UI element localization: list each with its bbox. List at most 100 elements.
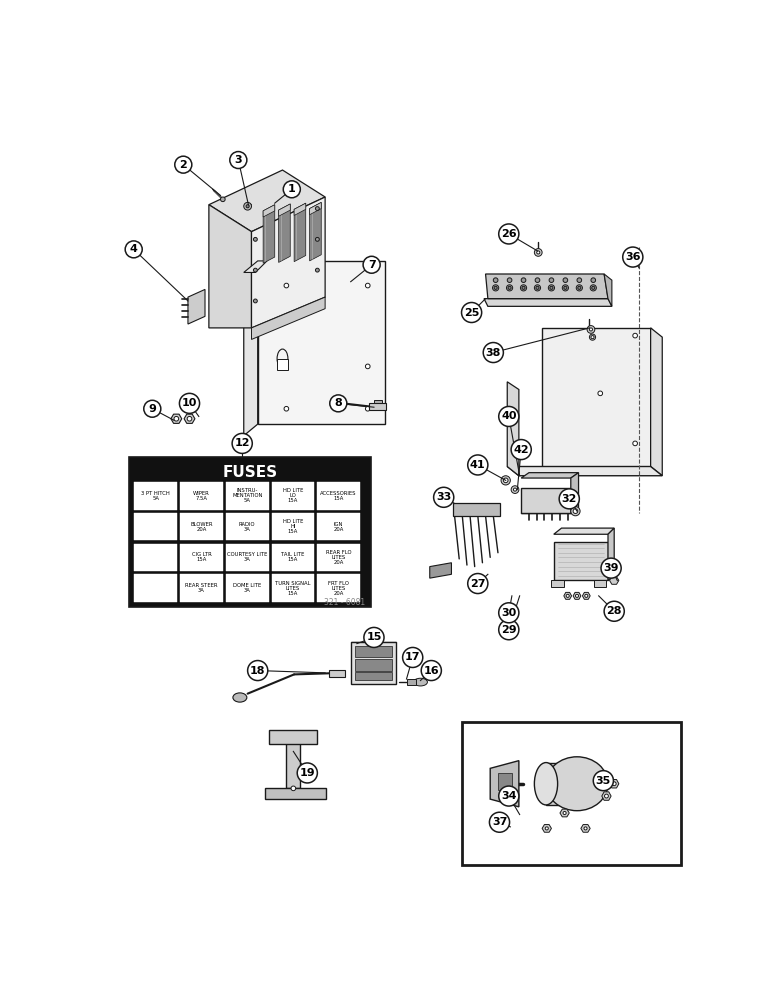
Text: 33: 33 [436, 492, 452, 502]
Text: 30: 30 [501, 608, 516, 618]
Circle shape [591, 286, 594, 289]
Text: 10: 10 [182, 398, 197, 408]
Text: 36: 36 [625, 252, 641, 262]
Circle shape [537, 251, 540, 254]
Circle shape [364, 627, 384, 647]
Bar [462, 722, 681, 865]
Circle shape [520, 285, 527, 291]
Circle shape [577, 286, 581, 289]
Circle shape [575, 594, 578, 597]
Text: 19: 19 [300, 768, 315, 778]
Text: 9: 9 [148, 404, 156, 414]
Text: REAR FLO
LITES
20A: REAR FLO LITES 20A [326, 550, 351, 565]
Circle shape [563, 278, 567, 282]
Text: FRT FLO
LITES
20A: FRT FLO LITES 20A [328, 581, 349, 596]
Circle shape [494, 286, 497, 289]
Text: 25: 25 [464, 308, 479, 318]
Polygon shape [610, 780, 619, 788]
Polygon shape [171, 414, 181, 423]
Bar [272, 544, 314, 571]
Circle shape [589, 328, 592, 331]
Text: 35: 35 [596, 776, 611, 786]
Bar [134, 544, 177, 571]
Text: 41: 41 [470, 460, 486, 470]
Circle shape [283, 181, 300, 198]
Circle shape [468, 455, 488, 475]
Bar [272, 513, 314, 540]
Text: COURTESY LITE
3A: COURTESY LITE 3A [227, 552, 267, 562]
Polygon shape [564, 592, 571, 599]
Circle shape [253, 268, 257, 272]
Bar [546, 763, 577, 805]
Circle shape [174, 156, 191, 173]
Circle shape [365, 406, 370, 411]
Circle shape [244, 202, 252, 210]
Bar [374, 400, 381, 403]
Circle shape [573, 509, 577, 513]
Text: IGN
20A: IGN 20A [334, 522, 344, 532]
Bar [354, 672, 391, 680]
Circle shape [571, 507, 580, 516]
Text: 321 - 6081: 321 - 6081 [323, 598, 364, 607]
Circle shape [291, 786, 296, 791]
Polygon shape [252, 297, 325, 339]
Circle shape [174, 416, 178, 421]
Polygon shape [610, 577, 619, 584]
Circle shape [253, 299, 257, 303]
Circle shape [284, 283, 289, 288]
Text: BLOWER
20A: BLOWER 20A [190, 522, 213, 532]
Bar [329, 670, 344, 677]
Text: DOME LITE
3A: DOME LITE 3A [233, 583, 262, 593]
Circle shape [462, 302, 482, 323]
Bar [134, 513, 177, 540]
Bar [551, 580, 564, 587]
Bar [498, 773, 512, 790]
Text: HD LITE
HI
15A: HD LITE HI 15A [283, 519, 303, 534]
Circle shape [562, 285, 568, 291]
Polygon shape [602, 792, 611, 800]
Bar [180, 513, 223, 540]
Ellipse shape [233, 693, 247, 702]
Text: 2: 2 [179, 160, 187, 170]
Text: 16: 16 [424, 666, 439, 676]
Circle shape [522, 286, 525, 289]
Polygon shape [188, 289, 205, 324]
Circle shape [612, 782, 616, 786]
Polygon shape [581, 825, 590, 832]
Circle shape [587, 326, 594, 333]
Circle shape [422, 661, 442, 681]
Circle shape [187, 416, 191, 421]
Bar [266, 788, 326, 799]
Bar [180, 574, 223, 602]
Circle shape [584, 594, 587, 597]
Text: RADIO
3A: RADIO 3A [239, 522, 256, 532]
Bar [286, 734, 300, 788]
Text: 8: 8 [334, 398, 342, 408]
Polygon shape [244, 261, 267, 272]
Text: TURN SIGNAL
LITES
15A: TURN SIGNAL LITES 15A [275, 581, 310, 596]
Polygon shape [560, 809, 569, 817]
Circle shape [403, 647, 423, 667]
Polygon shape [279, 204, 290, 262]
Polygon shape [430, 563, 452, 578]
Circle shape [330, 395, 347, 412]
Circle shape [365, 364, 370, 369]
Bar [317, 544, 360, 571]
Polygon shape [521, 473, 578, 478]
Circle shape [316, 268, 320, 272]
Text: 38: 38 [486, 348, 501, 358]
Circle shape [316, 207, 320, 210]
Circle shape [499, 620, 519, 640]
Circle shape [363, 256, 380, 273]
Bar [226, 544, 269, 571]
Circle shape [493, 285, 499, 291]
Polygon shape [244, 261, 258, 436]
Bar [277, 359, 288, 370]
Circle shape [483, 343, 503, 363]
Polygon shape [573, 592, 581, 599]
Circle shape [297, 763, 317, 783]
Circle shape [590, 285, 597, 291]
Circle shape [499, 224, 519, 244]
Text: CIG LTR
15A: CIG LTR 15A [191, 552, 212, 562]
Text: 39: 39 [604, 563, 619, 573]
